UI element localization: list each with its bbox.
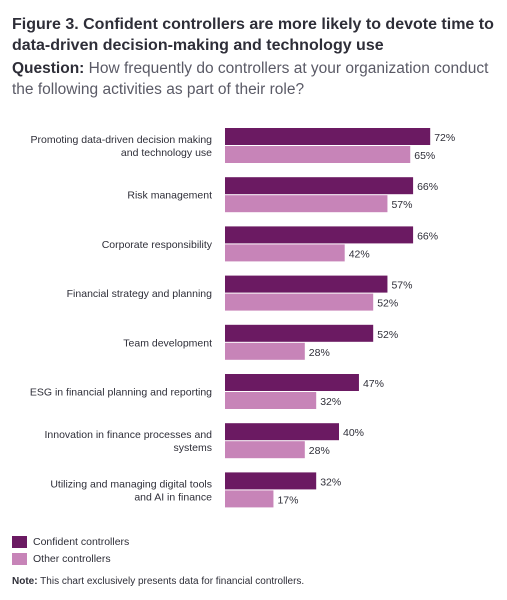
bar-confident — [225, 423, 339, 441]
legend-item-confident: Confident controllers — [12, 534, 129, 550]
bar-other — [225, 195, 388, 213]
legend-swatch-other — [12, 553, 27, 565]
bar-confident — [225, 324, 374, 342]
data-label: 65% — [414, 150, 435, 162]
question-block: Question: How frequently do controllers … — [12, 58, 497, 100]
bar-other — [225, 293, 374, 311]
category-group: Promoting data-driven decision makingand… — [30, 128, 455, 163]
legend-label-other: Other controllers — [33, 553, 111, 565]
data-label: 40% — [343, 427, 364, 439]
data-label: 57% — [391, 280, 412, 292]
data-label: 66% — [417, 181, 438, 193]
category-label: Promoting data-driven decision making — [30, 134, 212, 146]
data-label: 32% — [320, 396, 341, 408]
bar-other — [225, 392, 317, 409]
category-group: ESG in financial planning and reporting 4… — [30, 374, 384, 409]
data-label: 17% — [277, 494, 298, 506]
bar-confident — [225, 177, 414, 195]
category-label: and AI in finance — [134, 491, 212, 503]
question-label: Question: — [12, 60, 85, 77]
category-group: Financial strategy and planning 57% 52% — [67, 275, 412, 311]
category-group: Innovation in finance processes andsyste… — [44, 423, 364, 459]
category-label: Financial strategy and planning — [67, 288, 213, 300]
category-label: ESG in financial planning and reporting — [30, 387, 212, 399]
category-label: and technology use — [121, 147, 212, 159]
data-label: 28% — [309, 347, 330, 359]
bar-confident — [225, 128, 431, 145]
legend-swatch-confident — [12, 536, 27, 548]
data-label: 52% — [377, 298, 398, 310]
note-text: This chart exclusively presents data for… — [40, 576, 305, 587]
category-label: Innovation in finance processes and — [44, 429, 212, 441]
category-group: Corporate responsibility 66% 42% — [102, 226, 438, 262]
legend: Confident controllers Other controllers — [12, 534, 129, 568]
bar-confident — [225, 374, 359, 391]
category-label: Team development — [123, 337, 212, 349]
bar-confident — [225, 226, 414, 244]
category-label: Corporate responsibility — [102, 239, 213, 251]
bar-confident — [225, 472, 317, 490]
category-label: Utilizing and managing digital tools — [50, 478, 212, 490]
figure-title: Figure 3. Confident controllers are more… — [12, 16, 494, 54]
bar-other — [225, 146, 411, 163]
category-label: Risk management — [127, 190, 212, 202]
question-text: How frequently do controllers at your or… — [12, 60, 489, 98]
data-label: 57% — [391, 199, 412, 211]
bar-other — [225, 244, 345, 262]
bar-other — [225, 490, 274, 508]
data-label: 66% — [417, 230, 438, 242]
legend-label-confident: Confident controllers — [33, 536, 130, 548]
note-label: Note: — [12, 576, 38, 587]
data-label: 42% — [349, 248, 370, 260]
footnote: Note: This chart exclusively presents da… — [12, 576, 304, 587]
bar-confident — [225, 275, 388, 293]
data-label: 32% — [320, 476, 341, 488]
category-label: systems — [173, 442, 212, 454]
bar-other — [225, 441, 305, 459]
data-label: 28% — [309, 445, 330, 457]
category-group: Team development 52% 28% — [123, 324, 398, 360]
data-label: 52% — [377, 329, 398, 341]
legend-item-other: Other controllers — [12, 551, 129, 567]
bar-other — [225, 342, 305, 360]
category-group: Utilizing and managing digital toolsand … — [50, 472, 341, 508]
data-label: 47% — [363, 378, 384, 390]
bar-chart: Promoting data-driven decision makingand… — [30, 128, 455, 508]
data-label: 72% — [434, 132, 455, 144]
category-group: Risk management 66% 57% — [127, 177, 438, 213]
